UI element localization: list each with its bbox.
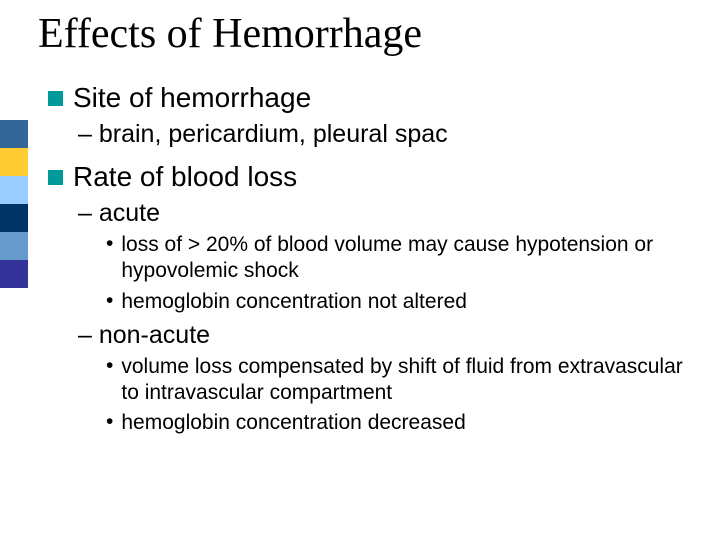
- bullet-level2: – brain, pericardium, pleural spac: [78, 120, 688, 149]
- bullet-level2-acute: – acute: [78, 199, 688, 228]
- bullet-level3: • loss of > 20% of blood volume may caus…: [106, 232, 688, 285]
- dot-bullet-icon: •: [106, 354, 113, 407]
- square-bullet-icon: [48, 170, 63, 185]
- bullet-text: loss of > 20% of blood volume may cause …: [121, 232, 688, 285]
- bullet-level2-nonacute: – non-acute: [78, 321, 688, 350]
- dot-bullet-icon: •: [106, 232, 113, 285]
- sidebar-block: [0, 120, 28, 148]
- bullet-text: hemoglobin concentration decreased: [121, 410, 688, 436]
- bullet-text: Rate of blood loss: [73, 161, 297, 193]
- bullet-level3: • volume loss compensated by shift of fl…: [106, 354, 688, 407]
- bullet-level3: • hemoglobin concentration not altered: [106, 289, 688, 315]
- square-bullet-icon: [48, 91, 63, 106]
- decorative-sidebar: [0, 120, 28, 288]
- slide-title: Effects of Hemorrhage: [38, 10, 422, 58]
- sidebar-block: [0, 176, 28, 204]
- bullet-level1-rate: Rate of blood loss: [48, 161, 688, 193]
- sidebar-block: [0, 148, 28, 176]
- bullet-text: volume loss compensated by shift of flui…: [121, 354, 688, 407]
- dot-bullet-icon: •: [106, 289, 113, 315]
- sidebar-block: [0, 232, 28, 260]
- bullet-level1-site: Site of hemorrhage: [48, 82, 688, 114]
- dot-bullet-icon: •: [106, 410, 113, 436]
- bullet-text: hemoglobin concentration not altered: [121, 289, 688, 315]
- sidebar-block: [0, 260, 28, 288]
- sidebar-block: [0, 204, 28, 232]
- bullet-text: Site of hemorrhage: [73, 82, 311, 114]
- bullet-level3: • hemoglobin concentration decreased: [106, 410, 688, 436]
- slide-body: Site of hemorrhage – brain, pericardium,…: [48, 74, 688, 437]
